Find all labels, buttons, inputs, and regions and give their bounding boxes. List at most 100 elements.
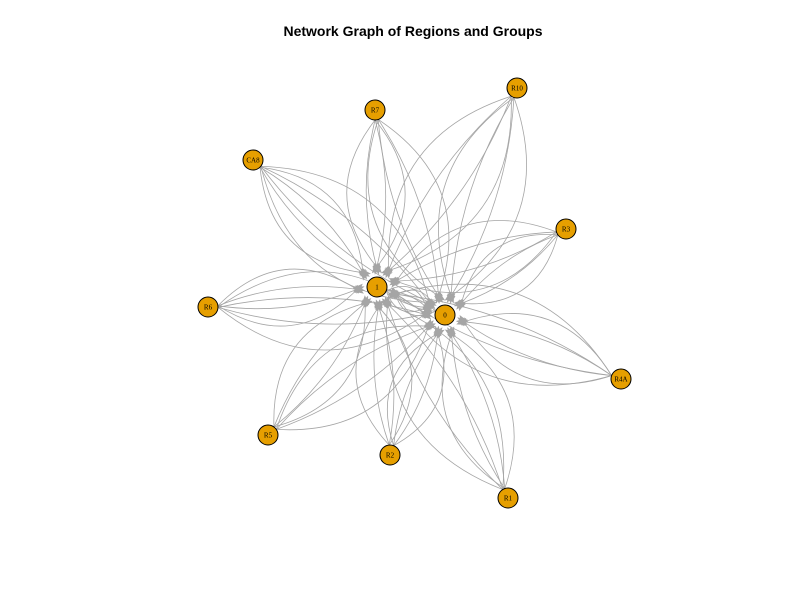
edge-R7-to-1-1 — [374, 119, 406, 268]
arrowhead-R5-to-0-4 — [424, 318, 432, 330]
edge-R4A-to-0-1 — [463, 321, 612, 385]
arrowhead-R10-to-0-4 — [446, 292, 455, 304]
edge-R1-to-1-1 — [386, 303, 503, 490]
node-label-R10: R10 — [511, 85, 523, 93]
edge-R10-to-1-1 — [388, 96, 512, 272]
node-circle-0 — [434, 304, 456, 326]
edge-R2-to-1-1 — [355, 306, 390, 446]
edge-R5-to-0-4 — [276, 326, 429, 431]
edge-R5-to-1-3 — [273, 302, 366, 428]
node-circle-R1 — [497, 487, 519, 509]
node-circle-R5 — [257, 424, 279, 446]
edge-R10-to-0-1 — [450, 97, 527, 297]
node-circle-1 — [366, 276, 388, 298]
arrowhead-CA8-to-1-4 — [360, 268, 371, 277]
edge-R5-to-1-1 — [273, 302, 366, 427]
edge-R5-to-1-4 — [273, 303, 366, 428]
edge-R6-to-0-3 — [217, 306, 426, 325]
edge-R1-to-0-1 — [441, 333, 505, 489]
edge-R4A-to-0-4 — [463, 313, 612, 376]
edge-CA8-to-1-4 — [259, 167, 364, 274]
edge-R3-to-0-3 — [460, 234, 558, 304]
arrowhead-R1-to-0-4 — [444, 329, 456, 339]
node-label-R4A: R4A — [614, 376, 627, 384]
nodes-layer: 1 0 R7 R10 CA8 R3 R6 R4A R5 R2 R1 — [197, 77, 632, 509]
edge-R1-to-0-4 — [451, 333, 515, 489]
node-R7: R7 — [364, 99, 386, 121]
arrowhead-R7-to-1-4 — [372, 262, 382, 274]
edge-R4A-to-0-2 — [463, 321, 612, 376]
node-label-R2: R2 — [386, 452, 395, 460]
node-label-R5: R5 — [264, 432, 273, 440]
arrowhead-R6-to-1-4 — [352, 283, 363, 294]
edges-layer — [217, 95, 612, 490]
edge-R3-to-0-1 — [461, 234, 559, 305]
node-circle-R6 — [197, 296, 219, 318]
arrows-layer — [352, 262, 469, 339]
edge-R4A-to-1-4 — [395, 283, 612, 376]
edge-R1-to-0-2 — [451, 333, 506, 489]
edge-R10-to-0-3 — [450, 97, 515, 296]
edge-CA8-to-1-1 — [259, 166, 364, 273]
node-0: 0 — [434, 304, 456, 326]
edge-CA8-to-0-3 — [260, 166, 430, 303]
edge-R2-to-0-4 — [393, 333, 445, 447]
edge-R2-to-1-2 — [373, 306, 390, 446]
node-label-R6: R6 — [204, 304, 213, 312]
node-circle-R7 — [364, 99, 386, 121]
edge-R5-to-0-2 — [275, 325, 429, 430]
edge-R2-to-0-1 — [387, 333, 438, 446]
edge-R10-to-1-2 — [388, 96, 512, 271]
node-label-1: 1 — [375, 284, 379, 292]
node-R3: R3 — [555, 218, 577, 240]
node-label-0: 0 — [443, 312, 447, 320]
edge-CA8-to-0-1 — [260, 165, 430, 303]
edge-R2-to-0-2 — [393, 333, 439, 446]
edge-R6-to-0-2 — [217, 297, 426, 315]
edge-0-to-1-4 — [395, 289, 437, 312]
arrowhead-R2-to-0-4 — [434, 326, 443, 337]
edge-R2-to-1-4 — [378, 306, 413, 446]
arrowhead-R7-to-0-4 — [434, 291, 446, 301]
node-label-R1: R1 — [504, 495, 513, 503]
edge-CA8-to-0-2 — [260, 165, 430, 303]
edge-R1-to-1-3 — [387, 303, 504, 490]
edge-R6-to-1-4 — [217, 289, 358, 327]
edge-R7-to-1-4 — [346, 119, 378, 268]
edge-R4A-to-0-3 — [463, 321, 612, 376]
arrowhead-R3-to-1-4 — [391, 277, 401, 288]
arrowhead-R10-to-1-4 — [384, 268, 393, 279]
node-label-R3: R3 — [562, 226, 571, 234]
edge-R10-to-0-4 — [438, 97, 515, 297]
node-R1: R1 — [497, 487, 519, 509]
edge-R7-to-0-2 — [377, 119, 439, 297]
arrowhead-R3-to-0-4 — [457, 300, 466, 312]
edge-R1-to-1-4 — [387, 303, 505, 490]
node-circle-R4A — [610, 368, 632, 390]
arrowhead-R5-to-1-4 — [361, 295, 370, 306]
node-circle-R3 — [555, 218, 577, 240]
edge-R3-to-1-4 — [395, 220, 557, 282]
node-R4A: R4A — [610, 368, 632, 390]
edge-R10-to-0-2 — [450, 97, 515, 297]
node-circle-R10 — [506, 77, 528, 99]
node-CA8: CA8 — [242, 149, 264, 171]
node-circle-CA8 — [242, 149, 264, 171]
edge-R7-to-1-3 — [365, 119, 378, 268]
edge-R1-to-0-3 — [451, 333, 506, 489]
edge-R2-to-0-3 — [393, 333, 439, 446]
edge-R7-to-1-2 — [374, 119, 387, 268]
arrowhead-R2-to-1-4 — [373, 301, 383, 312]
node-label-CA8: CA8 — [246, 157, 260, 165]
node-circle-R2 — [379, 444, 401, 466]
edge-R6-to-1-3 — [217, 288, 358, 310]
edge-R6-to-0-4 — [217, 307, 426, 351]
edge-R3-to-1-3 — [395, 231, 557, 282]
edge-R2-to-1-3 — [378, 306, 395, 446]
edge-R7-to-0-3 — [377, 119, 439, 297]
edge-CA8-to-1-3 — [259, 166, 364, 274]
node-label-R7: R7 — [371, 107, 380, 115]
edge-R3-to-1-2 — [396, 231, 557, 282]
edge-R10-to-1-4 — [388, 95, 512, 271]
arrowhead-R1-to-1-4 — [380, 300, 391, 309]
